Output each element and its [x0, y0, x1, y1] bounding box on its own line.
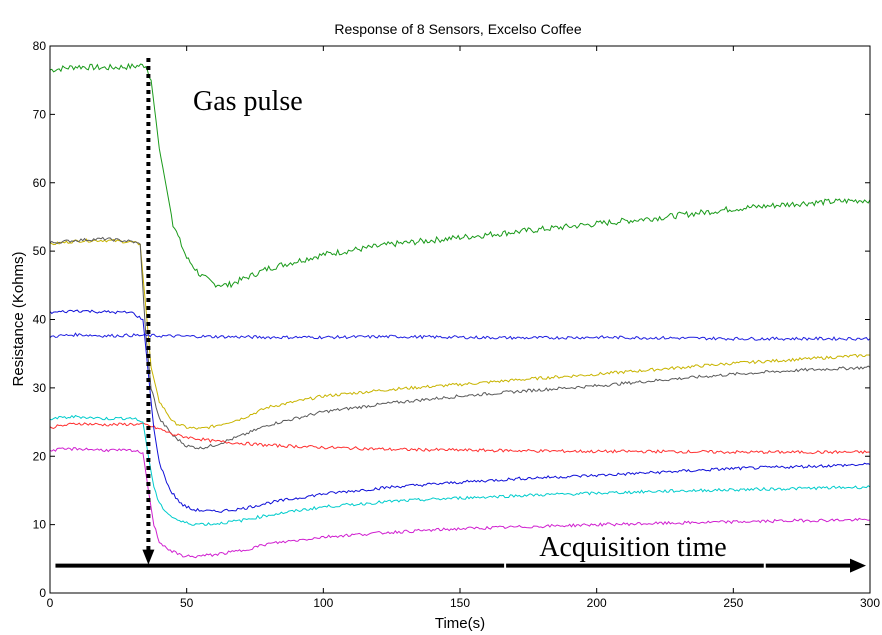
y-ticks: 0 10 20 30 40 50 60 70 80 [33, 39, 870, 600]
acquisition-time-annotation: Acquisition time [539, 532, 726, 563]
sensor-series-line [49, 62, 871, 289]
sensor-series-line [49, 447, 871, 559]
acquisition-time-arrowhead [850, 558, 866, 573]
arrow-gap [504, 562, 507, 569]
x-tick-label: 100 [313, 596, 333, 610]
y-tick-label: 20 [33, 449, 47, 463]
series-layer [49, 62, 871, 559]
sensor-series-line [49, 309, 871, 513]
annotation-layer [55, 58, 866, 573]
y-axis-label: Resistance (Kohms) [10, 251, 27, 386]
x-tick-label: 0 [47, 596, 54, 610]
x-tick-label: 50 [180, 596, 194, 610]
x-tick-label: 150 [450, 596, 470, 610]
sensor-series-line [49, 332, 871, 341]
x-tick-label: 250 [723, 596, 743, 610]
y-tick-label: 40 [33, 313, 47, 327]
x-axis-label: Time(s) [435, 615, 485, 632]
x-tick-label: 300 [860, 596, 880, 610]
y-tick-label: 60 [33, 176, 47, 190]
chart-title: Response of 8 Sensors, Excelso Coffee [334, 21, 581, 37]
arrow-gap [763, 562, 766, 569]
sensor-series-line [49, 236, 871, 450]
x-ticks: 0 50 100 150 200 250 300 [47, 46, 880, 610]
y-tick-label: 70 [33, 107, 47, 121]
plot-frame [49, 45, 871, 594]
y-tick-label: 0 [39, 586, 46, 600]
y-tick-label: 10 [33, 518, 47, 532]
gas-pulse-arrowhead [142, 549, 155, 565]
x-tick-label: 200 [587, 596, 607, 610]
sensor-series-line [49, 422, 871, 455]
sensor-series-line [49, 414, 871, 526]
y-tick-label: 50 [33, 244, 47, 258]
sensor-series-line [49, 238, 871, 430]
y-tick-label: 80 [33, 39, 47, 53]
y-tick-label: 30 [33, 381, 47, 395]
gas-pulse-annotation: Gas pulse [193, 86, 303, 117]
